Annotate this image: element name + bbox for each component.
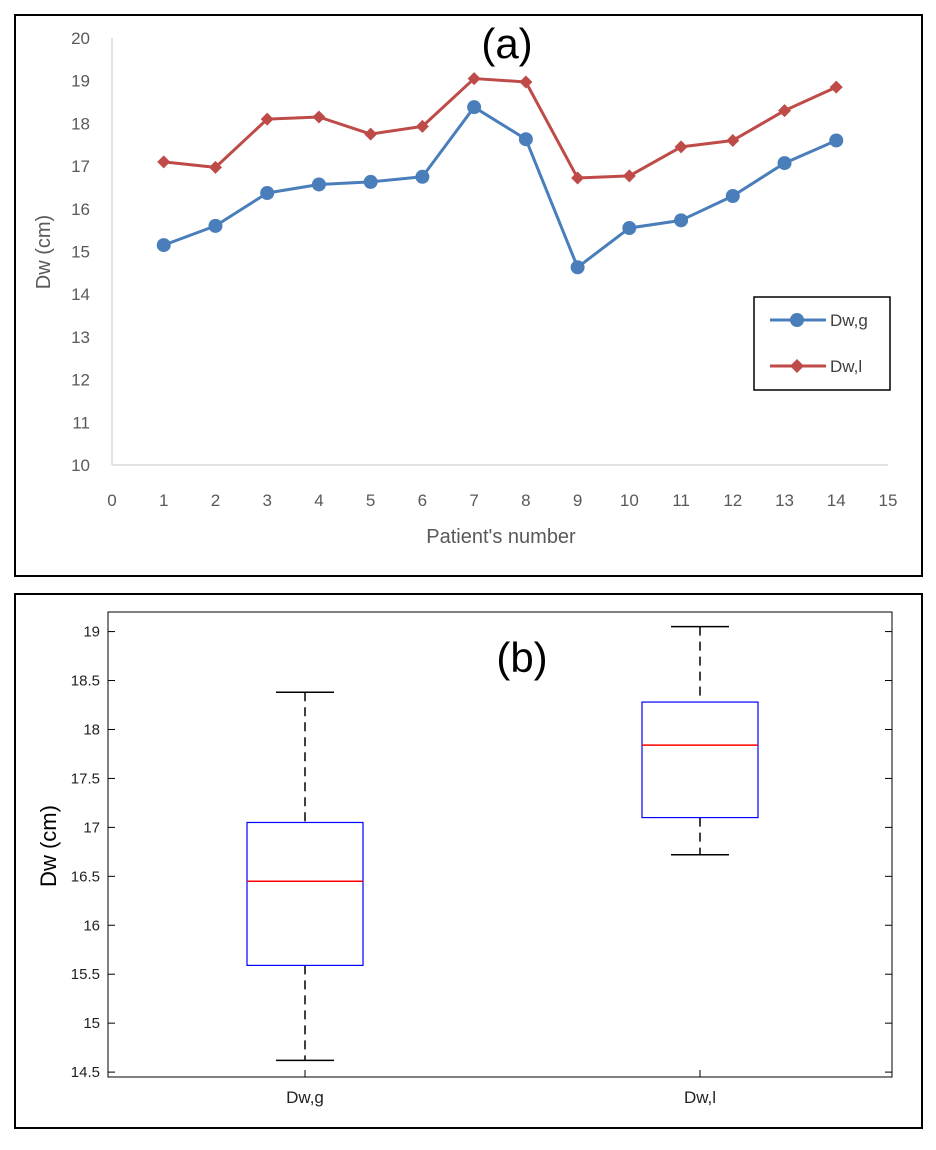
y-tick-label: 20	[71, 29, 90, 48]
panel-a-y-axis-label: Dw (cm)	[33, 215, 55, 289]
y-tick-label: 17	[83, 819, 100, 836]
box-dwl	[641, 701, 759, 819]
x-tick-label: 0	[107, 491, 116, 510]
data-point-dwl	[829, 80, 843, 94]
y-tick-label: 19	[83, 624, 100, 641]
data-point-dwl	[674, 140, 688, 154]
series-line-dwg	[163, 105, 837, 269]
x-tick-label: 1	[159, 491, 168, 510]
x-tick-label: 14	[827, 491, 846, 510]
data-point-dwg	[156, 238, 171, 253]
panel-a-legend: Dw,g Dw,l	[753, 296, 891, 391]
panel-a-x-axis-label: Patient's number	[426, 526, 576, 548]
panel-b-y-axis-label: Dw (cm)	[36, 805, 61, 887]
data-point-dwg	[208, 218, 223, 233]
x-tick-label: 4	[314, 491, 323, 510]
y-tick-label: 17.5	[71, 770, 100, 787]
x-tick-label: 13	[775, 491, 794, 510]
legend-marker-dwl	[790, 359, 804, 373]
x-tick-label: 5	[366, 491, 375, 510]
data-point-dwg	[311, 177, 326, 192]
x-tick-label: 6	[418, 491, 427, 510]
x-tick-label: 11	[672, 491, 690, 510]
y-tick-label: 14.5	[71, 1064, 100, 1081]
y-tick-label: 11	[72, 413, 90, 432]
legend-marker-dwg	[790, 313, 804, 327]
x-tick-label: 8	[521, 491, 530, 510]
data-point-dwg	[570, 260, 585, 275]
x-tick-label: 10	[620, 491, 639, 510]
legend-frame	[753, 296, 891, 391]
y-tick-label: 17	[71, 157, 90, 176]
data-point-dwg	[363, 174, 378, 189]
y-tick-label: 14	[71, 285, 90, 304]
y-tick-label: 15	[71, 243, 90, 262]
y-tick-label: 18	[83, 721, 100, 738]
data-point-dwg	[622, 221, 637, 236]
data-point-dwl	[364, 127, 378, 141]
y-tick-label: 18	[71, 114, 90, 133]
x-tick-label: 3	[262, 491, 271, 510]
legend-label-dwl: Dw,l	[830, 357, 862, 376]
data-point-dwg	[777, 156, 792, 171]
data-point-dwl	[778, 104, 792, 118]
y-tick-label: 16.5	[71, 868, 100, 885]
data-point-dwl	[467, 72, 481, 86]
data-point-dwg	[467, 100, 482, 115]
data-point-dwl	[415, 119, 429, 133]
y-tick-label: 12	[71, 371, 90, 390]
x-tick-label: 9	[573, 491, 582, 510]
panel-b: (b) Dw (cm) 14.5 15 15.5 16 16.5 17 17.5 18 18.5…	[14, 593, 923, 1129]
data-point-dwl	[157, 155, 171, 169]
data-point-dwg	[415, 169, 430, 184]
x-tick-label: 7	[469, 491, 478, 510]
x-tick-label: 15	[879, 491, 898, 510]
data-point-dwl	[312, 110, 326, 124]
panel-b-axes-box	[107, 611, 893, 1078]
x-tick-label-dwl: Dw,l	[684, 1088, 716, 1107]
y-tick-label: 15	[83, 1015, 100, 1032]
data-point-dwl	[208, 160, 222, 174]
data-point-dwl	[519, 75, 533, 89]
data-point-dwl	[260, 112, 274, 126]
data-point-dwl	[571, 171, 585, 185]
panel-b-title: (b)	[496, 634, 547, 681]
y-tick-label: 18.5	[71, 673, 100, 690]
y-tick-label: 16	[83, 917, 100, 934]
y-tick-label: 16	[71, 200, 90, 219]
data-point-dwg	[260, 186, 275, 201]
data-point-dwl	[622, 169, 636, 183]
box-dwg	[246, 821, 364, 967]
x-tick-label: 12	[723, 491, 742, 510]
x-tick-label: 2	[211, 491, 220, 510]
y-tick-label: 10	[71, 456, 90, 475]
data-point-dwg	[725, 188, 740, 203]
legend-label-dwg: Dw,g	[830, 311, 868, 330]
data-point-dwg	[829, 133, 844, 148]
y-tick-label: 15.5	[71, 966, 100, 983]
y-tick-label: 19	[71, 72, 90, 91]
series-line-dwl	[163, 77, 837, 180]
panel-a-title: (a)	[481, 20, 532, 67]
y-tick-label: 13	[71, 328, 90, 347]
data-point-dwl	[726, 133, 740, 147]
data-point-dwg	[674, 213, 689, 228]
data-point-dwg	[518, 132, 533, 147]
x-tick-label-dwg: Dw,g	[286, 1088, 324, 1107]
